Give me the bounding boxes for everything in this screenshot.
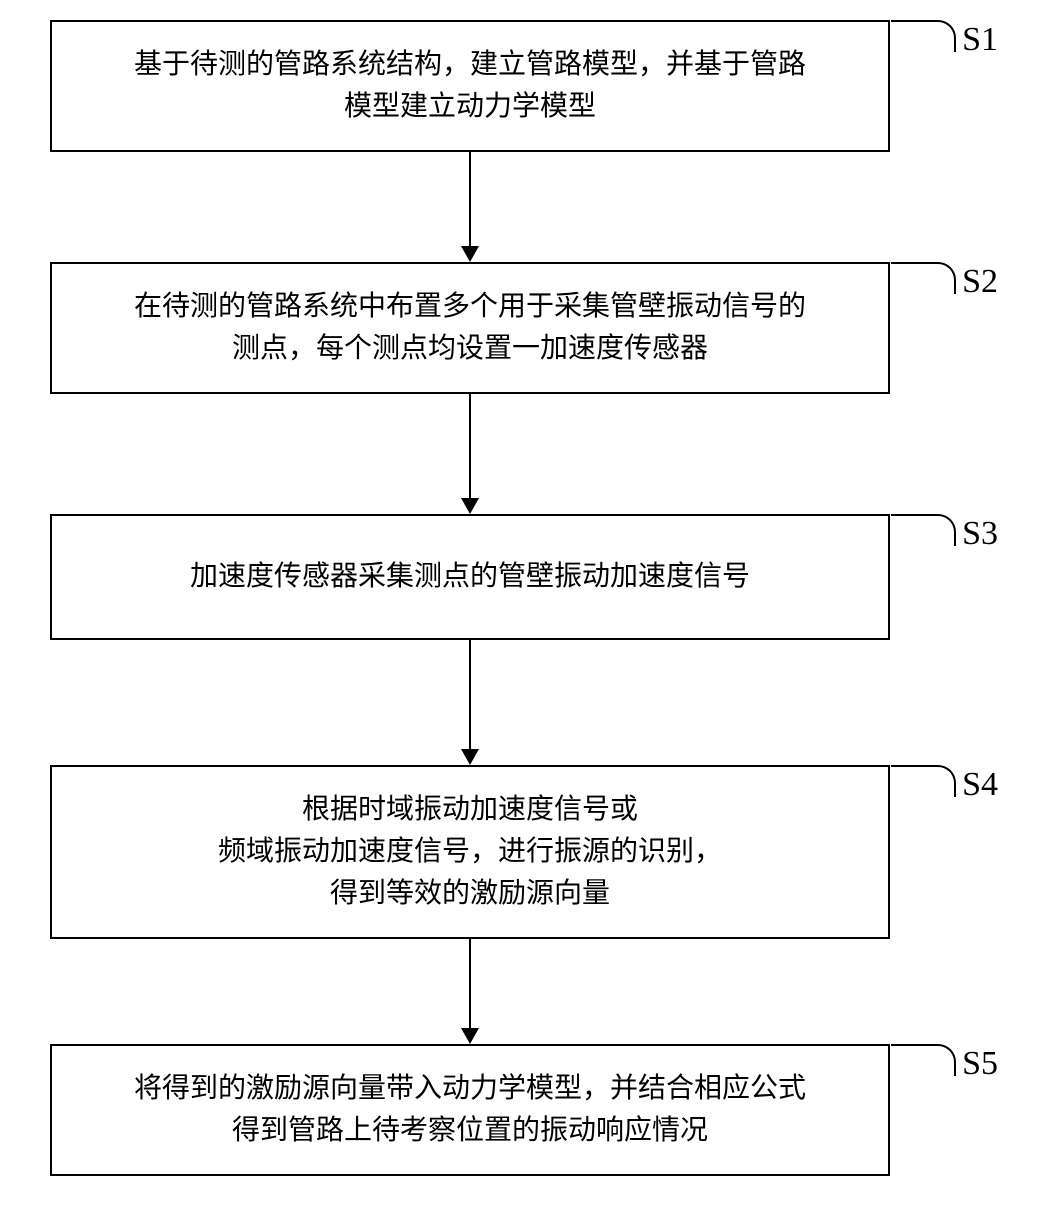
step-text-s5-line2: 得到管路上待考察位置的振动响应情况 [82,1110,858,1152]
label-connector-s2 [891,262,956,294]
step-text-s4-line3: 得到等效的激励源向量 [82,873,858,915]
step-label-s5: S5 [962,1038,998,1089]
step-label-s3: S3 [962,508,998,559]
label-connector-s5 [891,1044,956,1076]
arrow-down-icon [455,152,485,262]
step-box-s4: S4 根据时域振动加速度信号或 频域振动加速度信号，进行振源的识别， 得到等效的… [50,765,890,939]
arrow-s3-s4 [50,640,890,765]
step-label-s2: S2 [962,256,998,307]
arrow-down-icon [455,394,485,514]
arrow-down-icon [455,640,485,765]
label-connector-s1 [891,20,956,52]
step-text-s5-line1: 将得到的激励源向量带入动力学模型，并结合相应公式 [82,1068,858,1110]
step-label-s4: S4 [962,759,998,810]
step-text-s3-line1: 加速度传感器采集测点的管壁振动加速度信号 [82,556,858,598]
step-box-s5: S5 将得到的激励源向量带入动力学模型，并结合相应公式 得到管路上待考察位置的振… [50,1044,890,1176]
arrow-s1-s2 [50,152,890,262]
arrow-down-icon [455,939,485,1044]
step-box-s3: S3 加速度传感器采集测点的管壁振动加速度信号 [50,514,890,640]
step-text-s2-line2: 测点，每个测点均设置一加速度传感器 [82,328,858,370]
step-box-s1: S1 基于待测的管路系统结构，建立管路模型，并基于管路 模型建立动力学模型 [50,20,890,152]
step-text-s1-line2: 模型建立动力学模型 [82,86,858,128]
flowchart-container: S1 基于待测的管路系统结构，建立管路模型，并基于管路 模型建立动力学模型 S2… [50,20,1012,1176]
step-text-s4-line1: 根据时域振动加速度信号或 [82,789,858,831]
step-text-s4-line2: 频域振动加速度信号，进行振源的识别， [82,831,858,873]
label-connector-s4 [891,765,956,797]
step-box-s2: S2 在待测的管路系统中布置多个用于采集管壁振动信号的 测点，每个测点均设置一加… [50,262,890,394]
label-connector-s3 [891,514,956,546]
step-label-s1: S1 [962,14,998,65]
arrow-s4-s5 [50,939,890,1044]
arrow-s2-s3 [50,394,890,514]
step-text-s1-line1: 基于待测的管路系统结构，建立管路模型，并基于管路 [82,44,858,86]
step-text-s2-line1: 在待测的管路系统中布置多个用于采集管壁振动信号的 [82,286,858,328]
